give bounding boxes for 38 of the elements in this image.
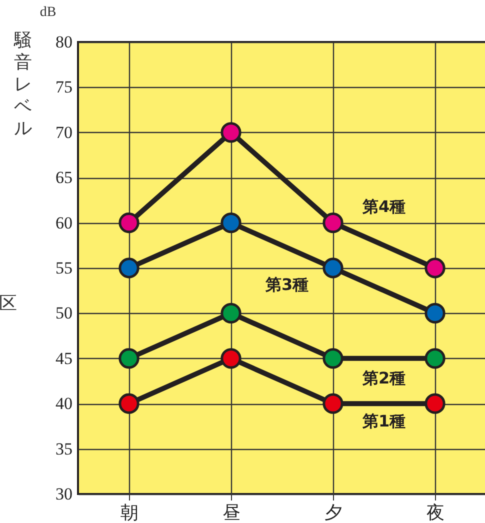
point (220, 212, 242, 234)
y-tick-label: 45 (56, 348, 72, 368)
x-tick-label: 昼 (222, 502, 240, 523)
x-tick-label: 夕 (324, 502, 342, 523)
series-label: 第2種 (361, 368, 406, 388)
point (118, 258, 140, 278)
text: 区 (0, 293, 17, 314)
point (424, 348, 446, 369)
point (424, 302, 446, 324)
y-tick-label: 35 (56, 439, 72, 458)
text: dB (40, 5, 56, 20)
point (322, 258, 344, 278)
point (118, 348, 140, 369)
point (118, 393, 140, 414)
y-tick-label: 40 (56, 394, 72, 414)
series-label: 第3種 (264, 275, 309, 294)
point (322, 393, 344, 414)
x-tick-label: 夜 (426, 502, 444, 523)
point (118, 212, 140, 234)
point (424, 393, 446, 414)
y-tick-label: 75 (56, 78, 72, 97)
point (220, 348, 242, 369)
series-label: 第4種 (361, 196, 406, 216)
series-label: 第1種 (361, 412, 406, 431)
point (322, 212, 344, 234)
y-tick-label: 70 (56, 122, 72, 142)
y-tick-label: 60 (56, 213, 72, 232)
y-tick-label: 55 (56, 258, 72, 278)
point (322, 348, 344, 369)
y-tick-label: 65 (56, 168, 72, 188)
point (424, 258, 446, 278)
y-axis-title: 騒音レベル (13, 30, 32, 139)
y-tick-label: 50 (56, 304, 72, 323)
point (220, 302, 242, 324)
x-tick-label: 朝 (120, 502, 138, 523)
y-tick-label: 80 (56, 32, 72, 52)
y-tick-label: 30 (56, 484, 72, 504)
point (220, 122, 242, 143)
